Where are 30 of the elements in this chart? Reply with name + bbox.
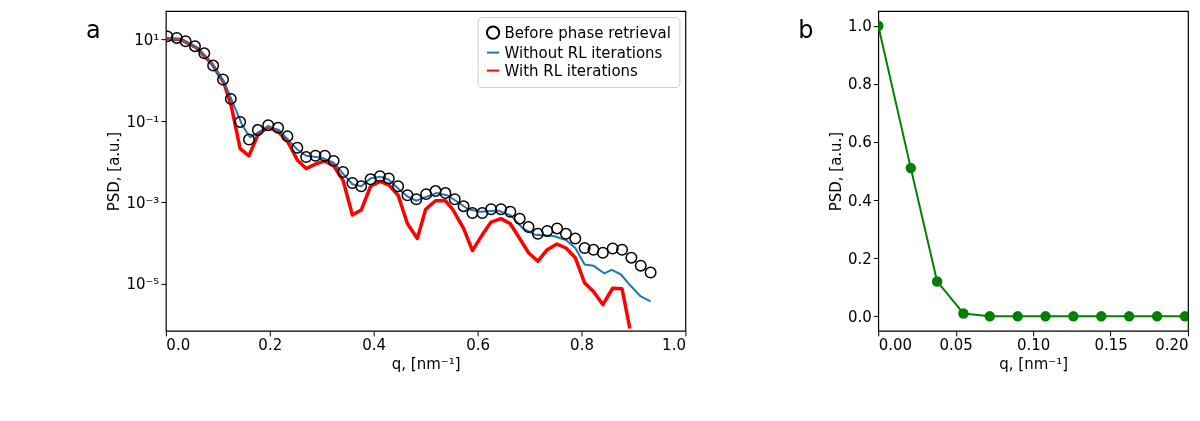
y-tick-label: 10⁻³	[126, 193, 160, 212]
x-tick-label: 0.6	[466, 336, 491, 355]
x-tick-label: 0.15	[1094, 336, 1128, 355]
legend-label: Without RL iterations	[504, 43, 663, 62]
y-axis-title: PSD, [a.u.]	[826, 131, 845, 212]
x-tick-label: 1.0	[662, 336, 686, 355]
y-tick-label: 1.0	[847, 17, 872, 36]
x-tick-label: 0.05	[939, 336, 973, 355]
legend-label: Before phase retrieval	[504, 23, 671, 42]
y-tick-label: 10⁻¹	[126, 112, 160, 131]
x-axis-title: q, [nm⁻¹]	[391, 355, 461, 374]
y-tick-label: 10¹	[134, 31, 160, 50]
y-tick-label: 0.2	[847, 249, 872, 268]
chart-title: a	[85, 16, 101, 45]
y-tick-label: 0.0	[847, 307, 872, 326]
y-tick-label: 0.8	[847, 75, 872, 94]
x-tick-label: 0.20	[1155, 336, 1189, 355]
x-tick-label: 0.4	[362, 336, 387, 355]
x-tick-label: 0.0	[166, 336, 191, 355]
x-axis-title: q, [nm⁻¹]	[999, 355, 1068, 374]
y-axis-title: PSD, [a.u.]	[105, 131, 124, 212]
chart-title: b	[798, 16, 814, 45]
y-tick-label: 0.6	[847, 133, 872, 152]
x-tick-label: 0.10	[1016, 336, 1051, 355]
y-tick-label: 10⁻⁵	[126, 275, 160, 294]
x-tick-label: 0.00	[878, 336, 913, 355]
y-tick-label: 0.4	[847, 191, 872, 210]
x-tick-label: 0.8	[570, 336, 594, 355]
legend-label: With RL iterations	[504, 61, 639, 80]
x-tick-label: 0.2	[258, 336, 283, 355]
